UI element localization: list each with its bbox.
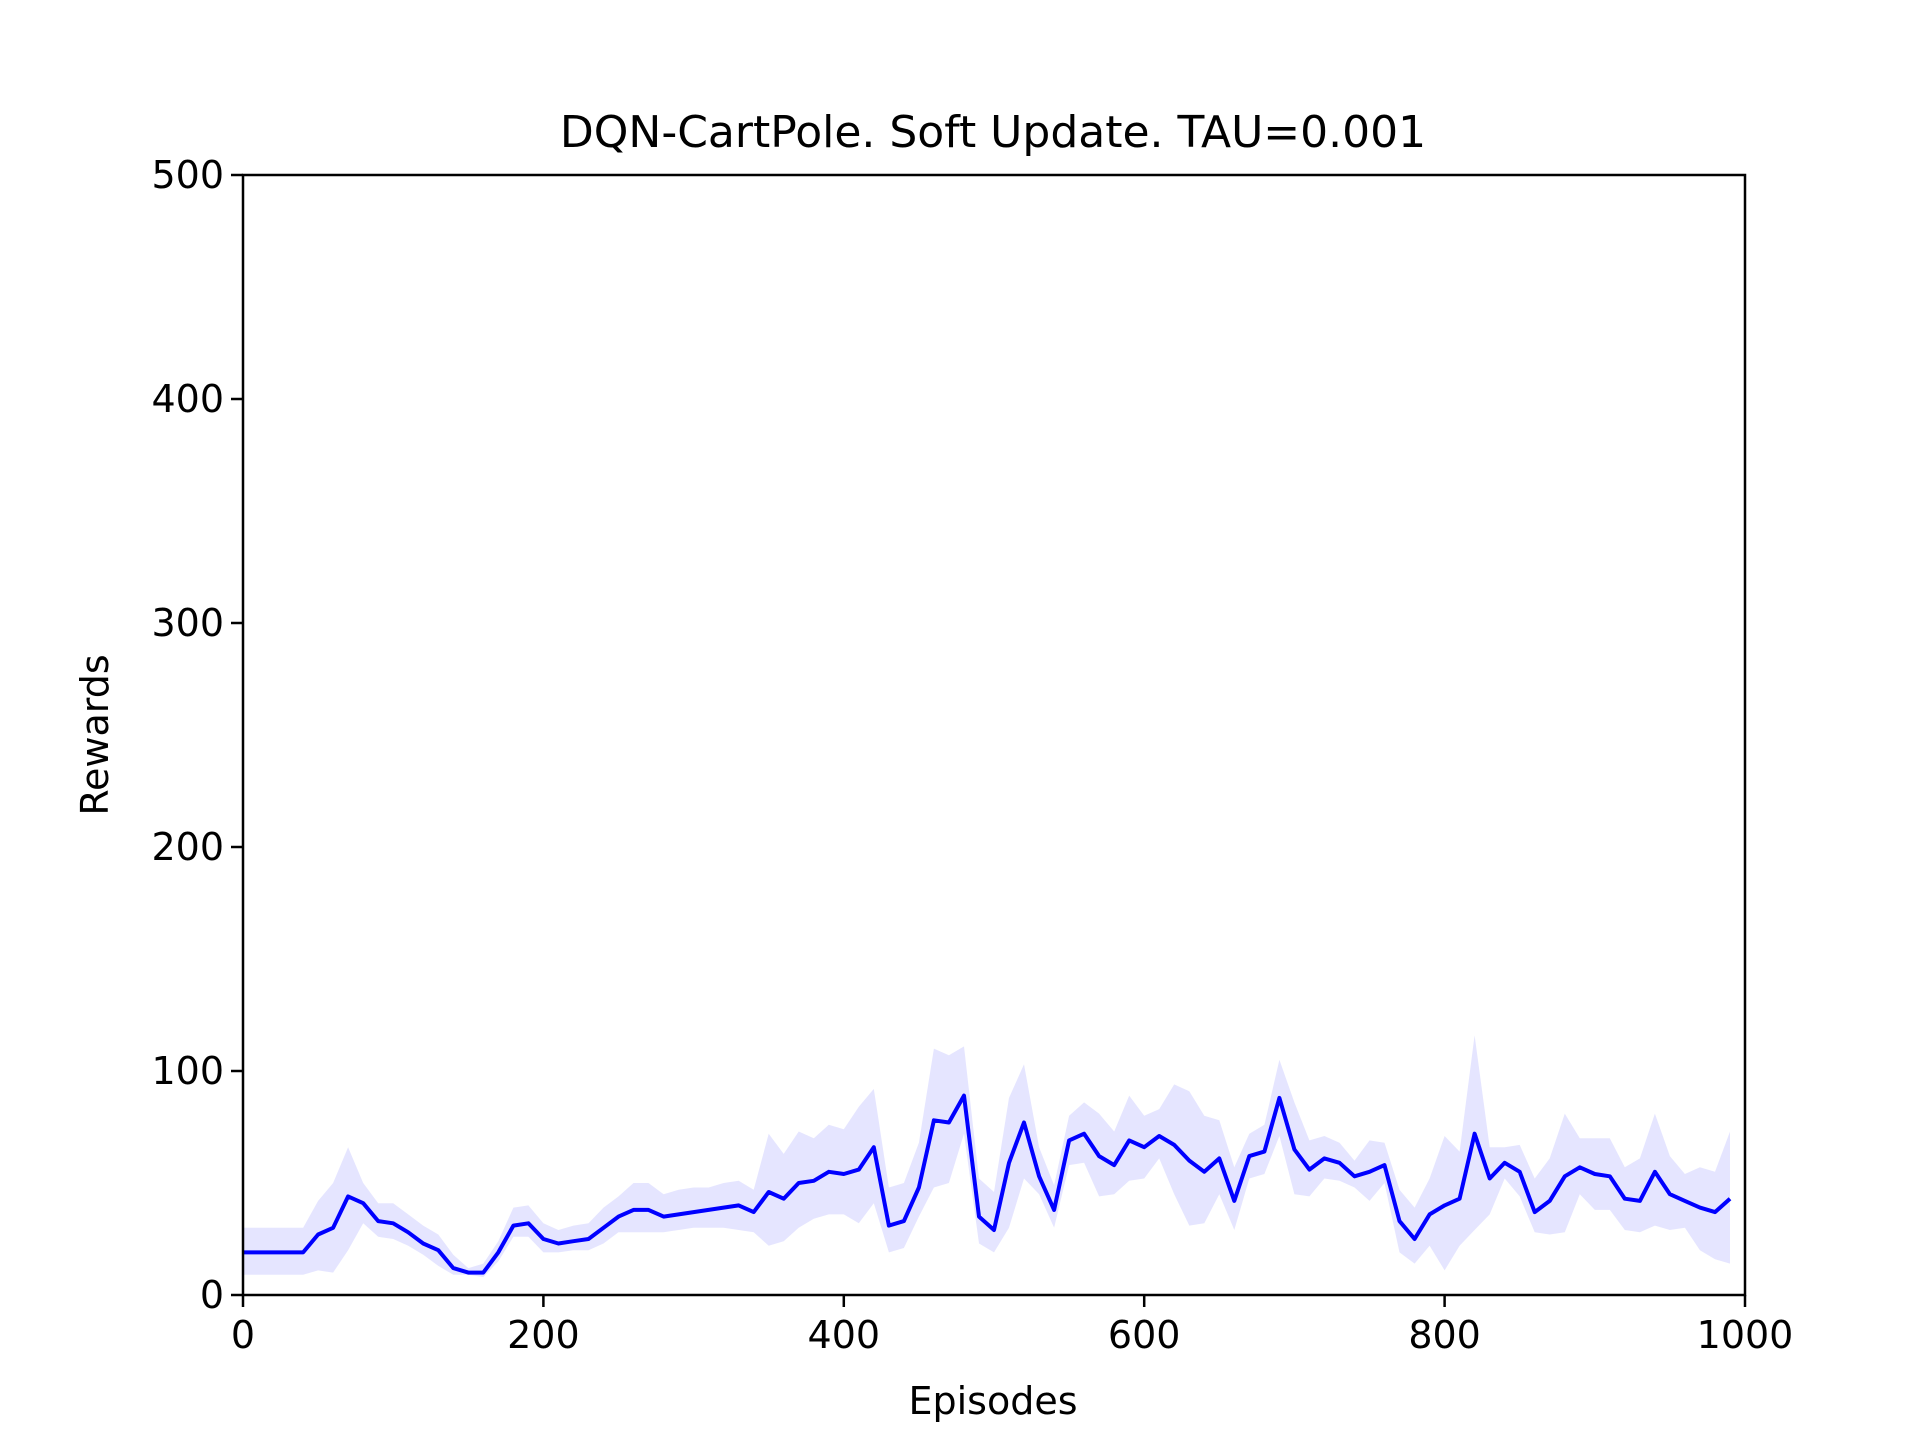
- x-tick-label: 200: [507, 1313, 580, 1357]
- y-axis-label: Rewards: [73, 654, 117, 815]
- y-tick-label: 400: [151, 377, 224, 421]
- reward-mean-line: [243, 1093, 1732, 1275]
- y-tick-label: 100: [151, 1049, 224, 1093]
- y-axis: 0 100 200 300 400 500: [151, 153, 243, 1317]
- plot-area: [243, 1035, 1732, 1278]
- y-tick-label: 0: [200, 1273, 224, 1317]
- x-axis-label: Episodes: [908, 1379, 1077, 1423]
- axes-frame: [241, 173, 1747, 1297]
- x-tick-label: 0: [231, 1313, 255, 1357]
- reward-confidence-band: [243, 1035, 1730, 1278]
- x-tick-label: 1000: [1697, 1313, 1794, 1357]
- y-tick-label: 300: [151, 601, 224, 645]
- x-tick-label: 800: [1408, 1313, 1481, 1357]
- x-tick-label: 400: [808, 1313, 881, 1357]
- x-axis: 0 200 400 600 800 1000: [231, 1295, 1793, 1357]
- y-tick-label: 500: [151, 153, 224, 197]
- chart-title: DQN-CartPole. Soft Update. TAU=0.001: [560, 107, 1426, 158]
- x-tick-label: 600: [1108, 1313, 1181, 1357]
- y-tick-label: 200: [151, 825, 224, 869]
